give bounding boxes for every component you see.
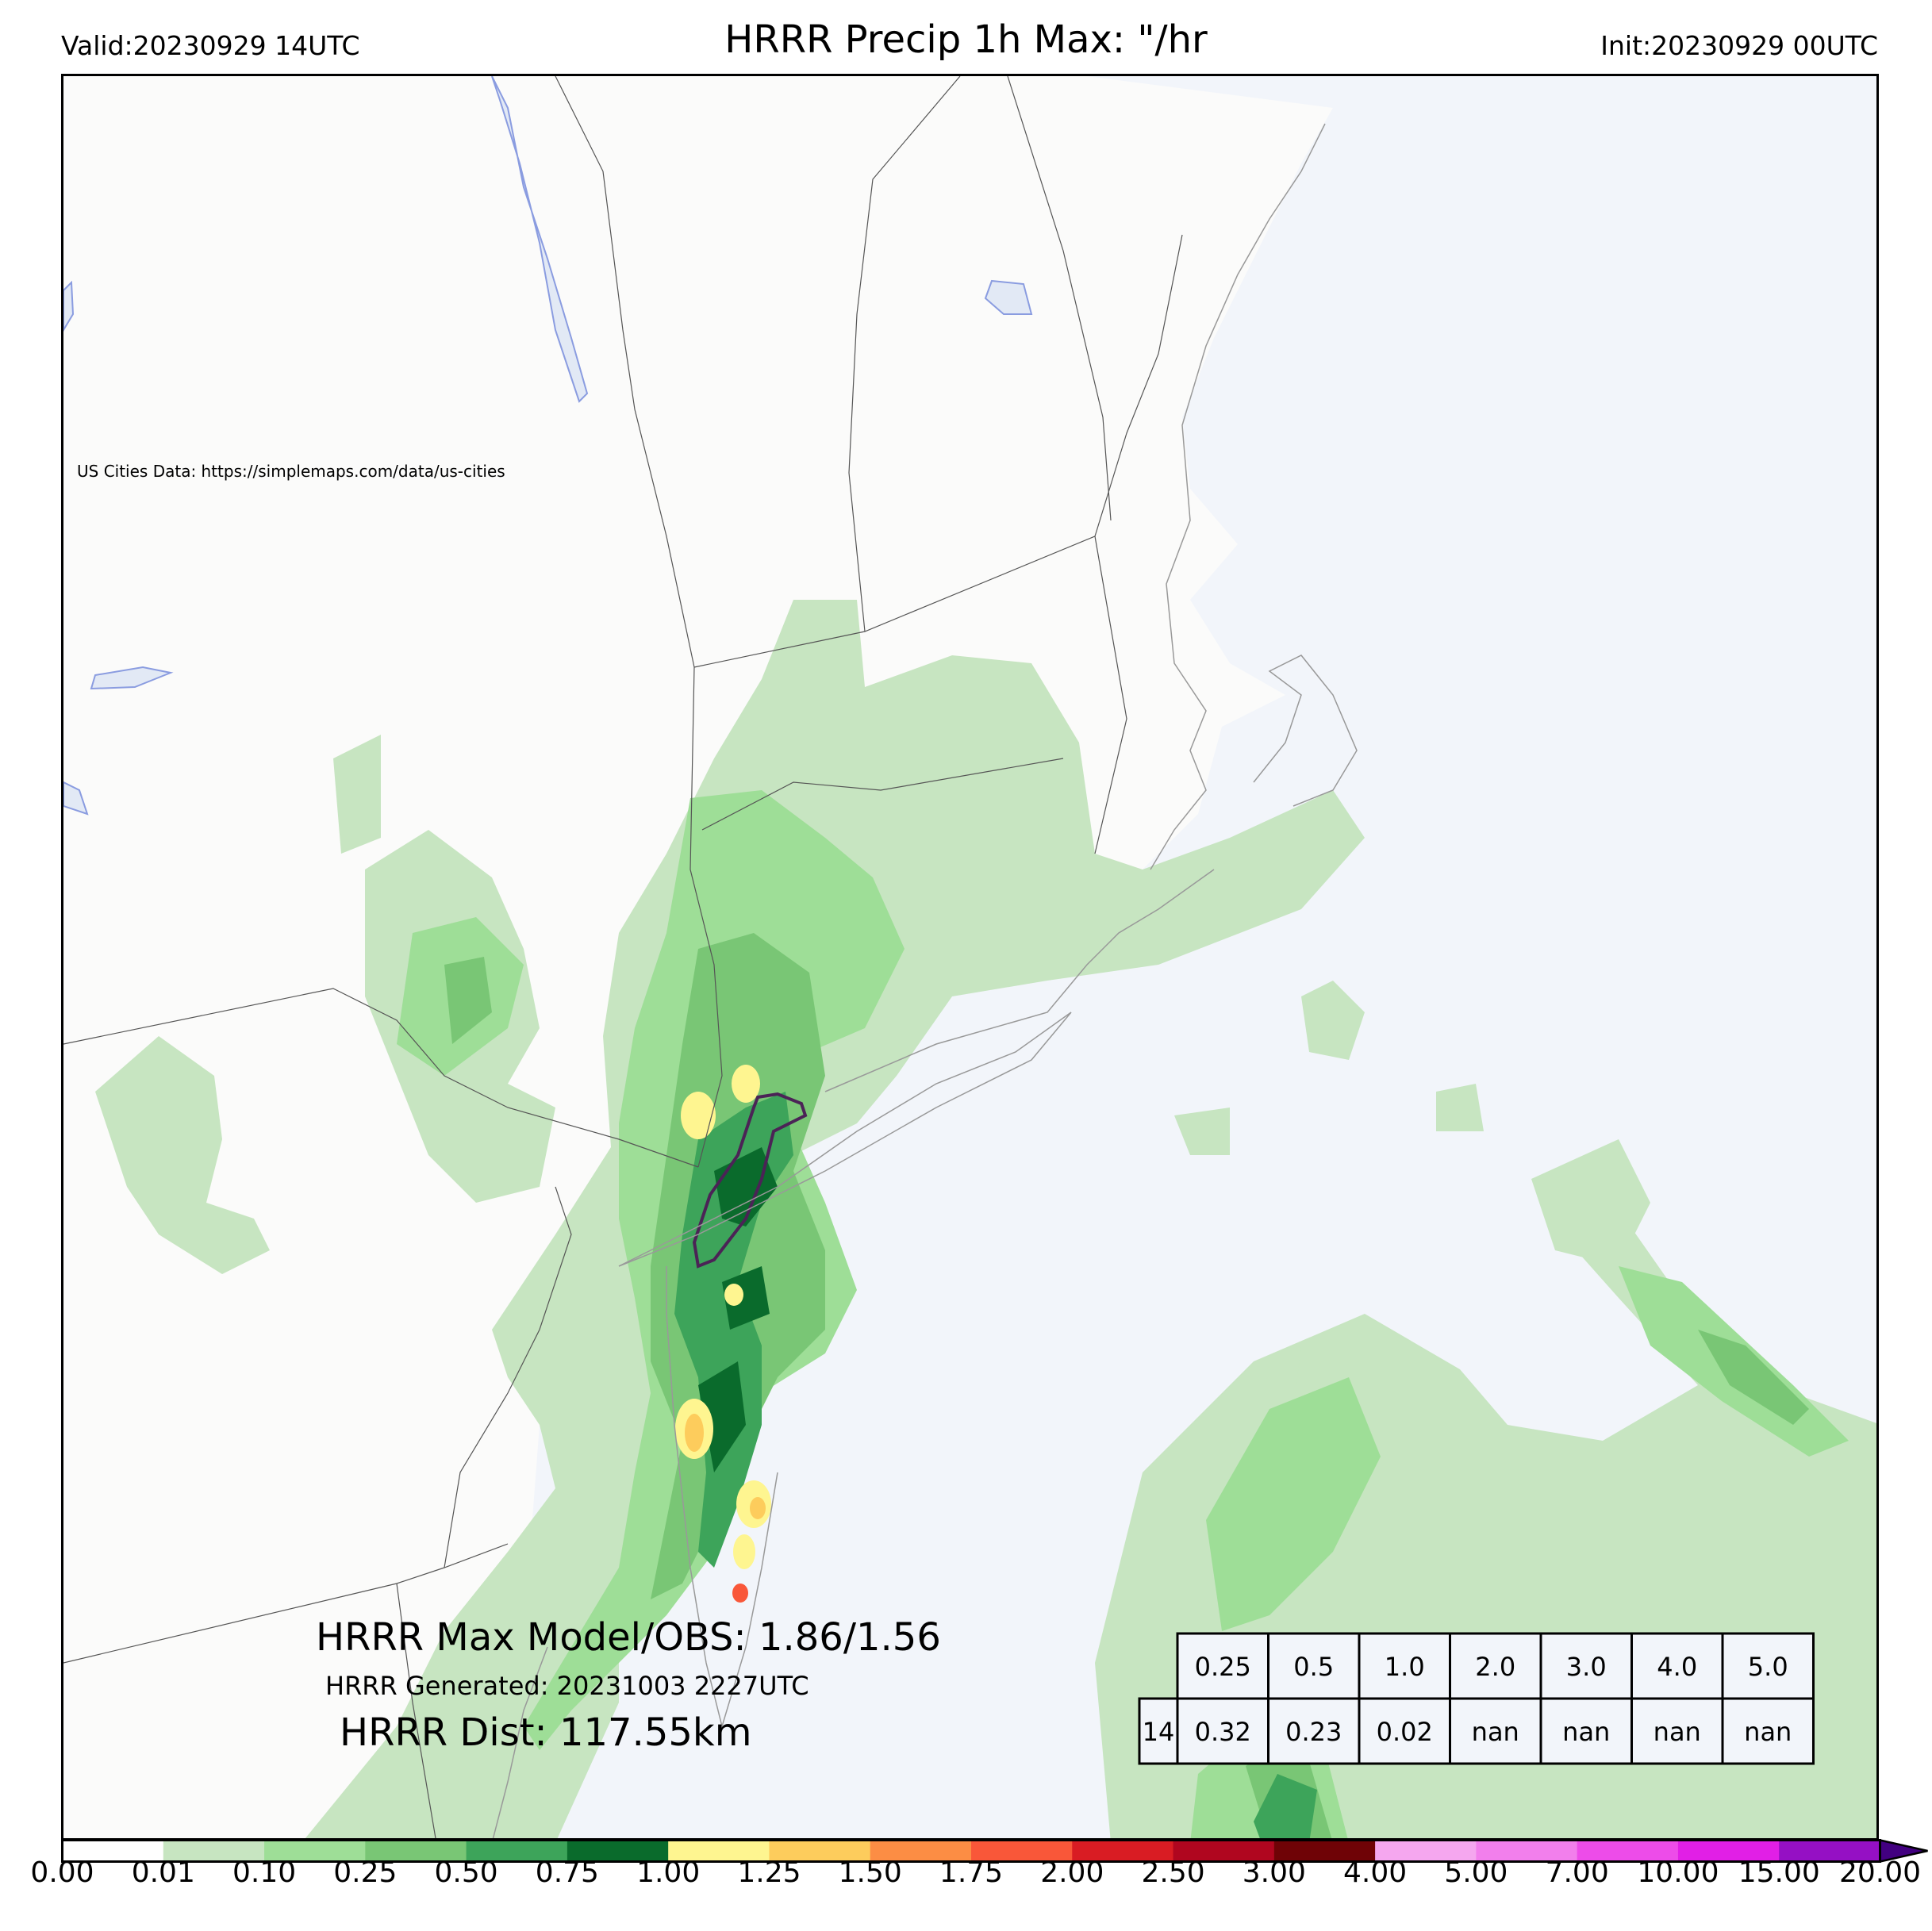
- colorbar-tick-label: 0.25: [333, 1856, 398, 1889]
- colorbar-segment: [769, 1840, 871, 1862]
- colorbar-segment: [870, 1840, 972, 1862]
- colorbar-tick-label: 0.10: [232, 1856, 297, 1889]
- stats-value-cell: [1358, 1697, 1451, 1765]
- colorbar-tick-label: 4.00: [1343, 1856, 1408, 1889]
- colorbar-segment: [62, 1840, 164, 1862]
- stats-value-label: 0.23: [1285, 1717, 1342, 1747]
- stats-threshold-cell: [1358, 1632, 1451, 1700]
- stats-value-cell: [1449, 1697, 1542, 1765]
- colorbar-segment: [466, 1840, 568, 1862]
- stats-threshold-label: 0.25: [1195, 1652, 1251, 1682]
- colorbar-tick-label: 7.00: [1545, 1856, 1609, 1889]
- colorbar-segment: [1375, 1840, 1477, 1862]
- stats-threshold-label: 5.0: [1748, 1652, 1788, 1682]
- colorbar-segment: [971, 1840, 1073, 1862]
- lakes: [63, 76, 1033, 816]
- colorbar-segment: [1577, 1840, 1679, 1862]
- ocean-area: [508, 76, 1876, 1838]
- map-title: HRRR Precip 1h Max: "/hr: [724, 17, 1208, 62]
- stats-value-label: nan: [1472, 1717, 1519, 1747]
- colorbar-tick-label: 1.50: [838, 1856, 902, 1889]
- stats-value-label: 0.32: [1195, 1717, 1251, 1747]
- colorbar-segment: [163, 1840, 265, 1862]
- stats-threshold-label: 2.0: [1475, 1652, 1515, 1682]
- colorbar-segment: [1072, 1840, 1174, 1862]
- attribution-text: US Cities Data: https://simplemaps.com/d…: [77, 462, 505, 481]
- stats-value-label: nan: [1744, 1717, 1792, 1747]
- generated-label: HRRR Generated: 20231003 2227UTC: [325, 1671, 809, 1701]
- stats-row-label: 14: [1143, 1717, 1175, 1747]
- stats-value-label: nan: [1562, 1717, 1610, 1747]
- colorbar-tick-label: 1.75: [939, 1856, 1004, 1889]
- stats-threshold-cell: [1267, 1632, 1361, 1700]
- colorbar-tick-label: 20.00: [1838, 1856, 1922, 1889]
- map-panel[interactable]: US Cities Data: https://simplemaps.com/d…: [61, 74, 1879, 1841]
- colorbar-tick-label: 1.00: [636, 1856, 701, 1889]
- colorbar-tick-label: 2.50: [1141, 1856, 1205, 1889]
- init-time-label: Init:20230929 00UTC: [1600, 30, 1878, 61]
- colorbar-tick-label: 3.00: [1242, 1856, 1306, 1889]
- stats-threshold-cell: [1630, 1632, 1724, 1700]
- state-borders: [63, 76, 1183, 1838]
- valid-time-label: Valid:20230929 14UTC: [61, 30, 360, 61]
- colorbar-segment: [1173, 1840, 1275, 1862]
- stats-value-label: nan: [1654, 1717, 1701, 1747]
- stats-table: 0.25 0.5 1.0 2.0 3.0 4.0 5.0 14 0.32 0.23 0.02 nan n…: [1138, 1632, 1815, 1765]
- colorbar-tick-label: 0.75: [535, 1856, 599, 1889]
- colorbar-tick-label: 10.00: [1637, 1856, 1719, 1889]
- colorbar-segment: [1779, 1840, 1880, 1862]
- stats-value-cell: [1539, 1697, 1633, 1765]
- colorbar-tick-label: 5.00: [1444, 1856, 1508, 1889]
- colorbar-tick-label: 2.00: [1040, 1856, 1104, 1889]
- stats-value-cell: [1721, 1697, 1815, 1765]
- colorbar-segment: [1476, 1840, 1578, 1862]
- colorbar-segment: [668, 1840, 770, 1862]
- colorbar-segment: [1677, 1840, 1780, 1862]
- precip-yellow-cores: [675, 1065, 771, 1603]
- max-model-obs-label: HRRR Max Model/OBS: 1.86/1.56: [316, 1615, 941, 1660]
- coastlines: [492, 123, 1358, 1838]
- stats-value-label: 0.02: [1377, 1717, 1433, 1747]
- stats-threshold-label: 4.0: [1657, 1652, 1697, 1682]
- stats-threshold-cell: [1176, 1632, 1269, 1700]
- stats-threshold-label: 1.0: [1385, 1652, 1425, 1682]
- stats-value-cell: [1630, 1697, 1724, 1765]
- stats-threshold-label: 3.0: [1566, 1652, 1607, 1682]
- colorbar-tick-label: 0.50: [434, 1856, 498, 1889]
- stats-value-cell: [1267, 1697, 1361, 1765]
- stats-value-cell: [1176, 1697, 1269, 1765]
- obs-contour: [692, 1092, 808, 1269]
- colorbar-tick-label: 0.01: [131, 1856, 195, 1889]
- map-canvas: [63, 76, 1876, 1838]
- distance-label: HRRR Dist: 117.55km: [340, 1710, 752, 1755]
- stats-threshold-label: 0.5: [1293, 1652, 1334, 1682]
- colorbar-segment: [365, 1840, 467, 1862]
- colorbar-tick-label: 1.25: [737, 1856, 801, 1889]
- colorbar-segment: [264, 1840, 366, 1862]
- colorbar-segment: [1273, 1840, 1376, 1862]
- colorbar: [61, 1839, 1928, 1863]
- colorbar-tick-label: 0.00: [30, 1856, 94, 1889]
- stats-row-label-cell: [1138, 1697, 1179, 1765]
- colorbar-tick-label: 15.00: [1738, 1856, 1820, 1889]
- colorbar-segment: [567, 1840, 669, 1862]
